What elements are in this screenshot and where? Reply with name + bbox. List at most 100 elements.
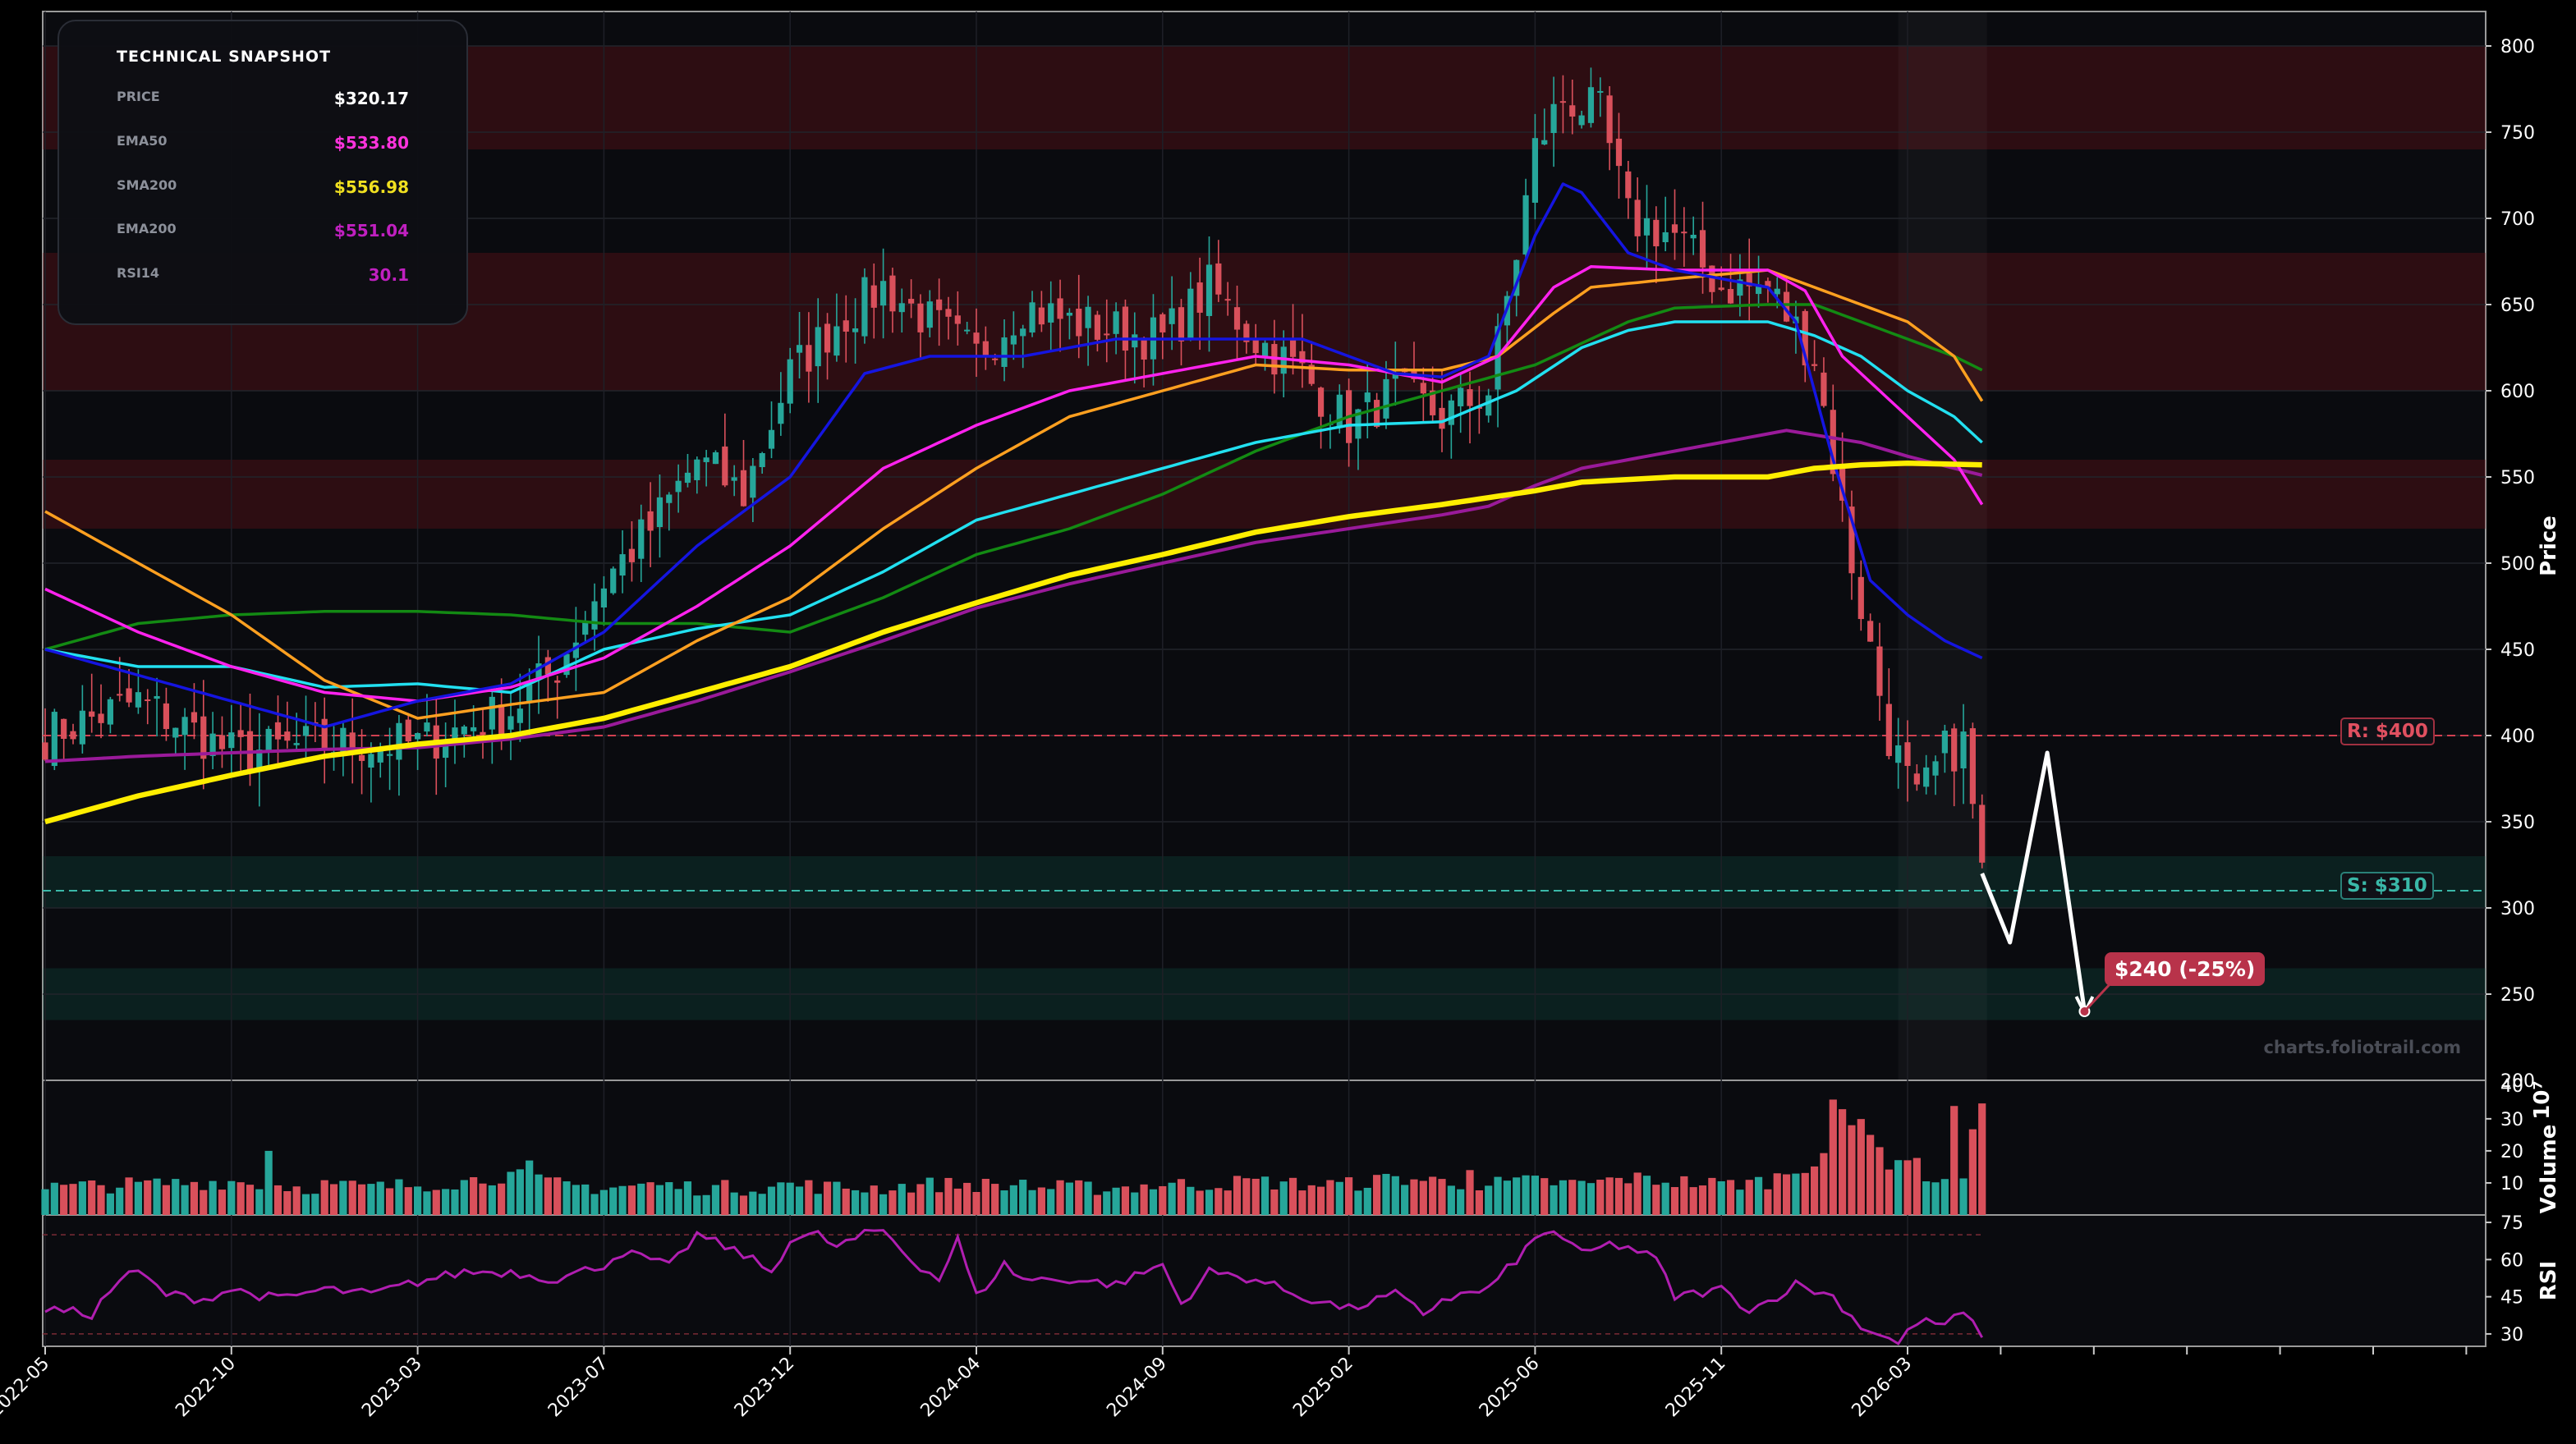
volume-bar [1103, 1191, 1111, 1215]
candle-body [1765, 281, 1771, 287]
volume-axis-title: Volume [2537, 1125, 2561, 1214]
candle-body [945, 309, 952, 317]
candle-body [1848, 507, 1855, 574]
volume-bar [255, 1189, 264, 1215]
x-tick-label: 2022-05 [0, 1354, 53, 1422]
volume-tick-label: 10 [2500, 1174, 2523, 1194]
volume-bar [376, 1181, 384, 1215]
candle-body [1531, 138, 1538, 203]
volume-bar [1867, 1135, 1875, 1215]
technical-snapshot-panel: TECHNICAL SNAPSHOT PRICE $320.17 EMA50 $… [57, 20, 468, 325]
volume-bar [1978, 1103, 1986, 1215]
candle-body [1857, 576, 1864, 620]
support-label: S: $310 [2340, 872, 2434, 900]
volume-bar [1466, 1170, 1474, 1215]
candle-body [517, 708, 523, 723]
volume-bar [1373, 1175, 1381, 1215]
price-tick-label: 450 [2500, 640, 2535, 661]
snapshot-label: SMA200 [117, 177, 177, 193]
volume-bar [432, 1190, 440, 1215]
volume-bar [1764, 1189, 1772, 1215]
volume-bar [69, 1184, 77, 1215]
volume-bar [395, 1179, 403, 1215]
candle-body [1821, 372, 1827, 406]
volume-bar [953, 1188, 962, 1215]
candle-body [42, 742, 48, 760]
volume-bar [507, 1171, 515, 1215]
volume-bar [861, 1192, 869, 1215]
volume-bar [153, 1178, 161, 1215]
volume-bar [1680, 1176, 1688, 1215]
volume-bar [442, 1189, 450, 1215]
volume-bar [264, 1150, 273, 1215]
candle-body [1690, 234, 1697, 239]
snapshot-row-ema200: EMA200 $551.04 [117, 221, 409, 254]
volume-bar [125, 1177, 133, 1215]
candle-body [1252, 340, 1259, 354]
candle-body [582, 621, 589, 635]
volume-bar [842, 1188, 850, 1215]
volume-bar [609, 1187, 618, 1215]
candle-body [1430, 390, 1436, 415]
volume-bar [1522, 1175, 1530, 1215]
volume-bar [683, 1181, 692, 1215]
candle-body [61, 718, 67, 739]
volume-bar [749, 1191, 757, 1215]
volume-bar [1401, 1185, 1409, 1215]
volume-bar [581, 1184, 590, 1215]
candle-body [498, 704, 505, 735]
volume-bar [1950, 1106, 1958, 1215]
snapshot-value: 30.1 [368, 265, 409, 285]
snapshot-label: RSI14 [117, 265, 160, 281]
candle-body [1941, 731, 1948, 754]
candle-body [936, 299, 943, 310]
candle-body [1951, 728, 1958, 772]
candle-body [1113, 311, 1119, 334]
volume-bar [1009, 1185, 1017, 1215]
candle-body [1895, 745, 1902, 763]
sma200-line [44, 460, 1982, 825]
volume-bar [1596, 1180, 1605, 1215]
volume-bar [1922, 1181, 1931, 1215]
candle-body [610, 568, 617, 594]
volume-bar [1717, 1180, 1725, 1215]
candle-body [1085, 306, 1091, 328]
candle-body [1094, 314, 1101, 340]
candle-body [684, 472, 691, 484]
candle-body [870, 285, 877, 308]
snapshot-row-ema50: EMA50 $533.80 [117, 133, 409, 166]
volume-bar [1885, 1169, 1893, 1215]
volume-bar [637, 1183, 645, 1215]
volume-bar [1307, 1185, 1316, 1215]
candle-body [1020, 328, 1026, 337]
candle-body [1104, 333, 1110, 336]
candle-body [368, 754, 374, 768]
volume-bar [50, 1182, 58, 1215]
candle-body [1913, 773, 1920, 785]
volume-bar [655, 1185, 664, 1215]
candle-body [1783, 291, 1790, 322]
volume-bar [1792, 1173, 1800, 1215]
volume-bar [1633, 1172, 1642, 1215]
volume-bar [795, 1186, 804, 1215]
volume-bar [200, 1190, 208, 1215]
support-zone [43, 856, 2486, 908]
candle-body [1662, 231, 1669, 243]
candle-body [1634, 199, 1641, 236]
candle-body [1132, 334, 1138, 348]
volume-bar [1968, 1129, 1977, 1215]
volume-bar [1149, 1189, 1158, 1215]
candle-body [107, 699, 113, 725]
volume-bar [488, 1185, 496, 1215]
volume-bar [516, 1169, 524, 1215]
candle-body [1522, 195, 1529, 255]
candle-body [638, 519, 645, 559]
resistance-label: R: $400 [2340, 717, 2435, 745]
volume-bar [1335, 1181, 1343, 1215]
candle-body [712, 452, 719, 465]
volume-bar [1391, 1176, 1399, 1215]
candle-body [1559, 101, 1567, 103]
volume-bar [674, 1189, 682, 1215]
candle-body [461, 726, 467, 735]
volume-bar [236, 1182, 245, 1215]
